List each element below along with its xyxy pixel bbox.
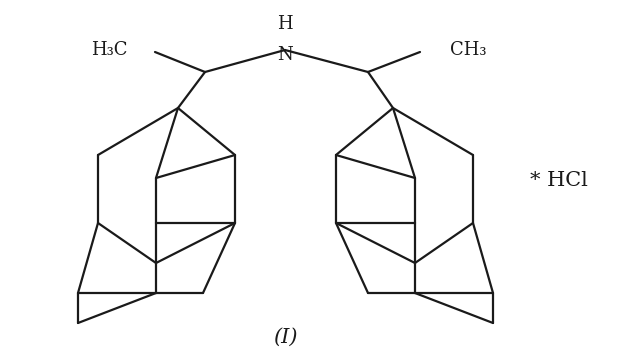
Text: H: H — [277, 15, 293, 33]
Text: N: N — [277, 46, 293, 64]
Text: * HCl: * HCl — [530, 171, 588, 190]
Text: (I): (I) — [273, 327, 297, 347]
Text: H₃C: H₃C — [92, 41, 128, 59]
Text: CH₃: CH₃ — [450, 41, 486, 59]
